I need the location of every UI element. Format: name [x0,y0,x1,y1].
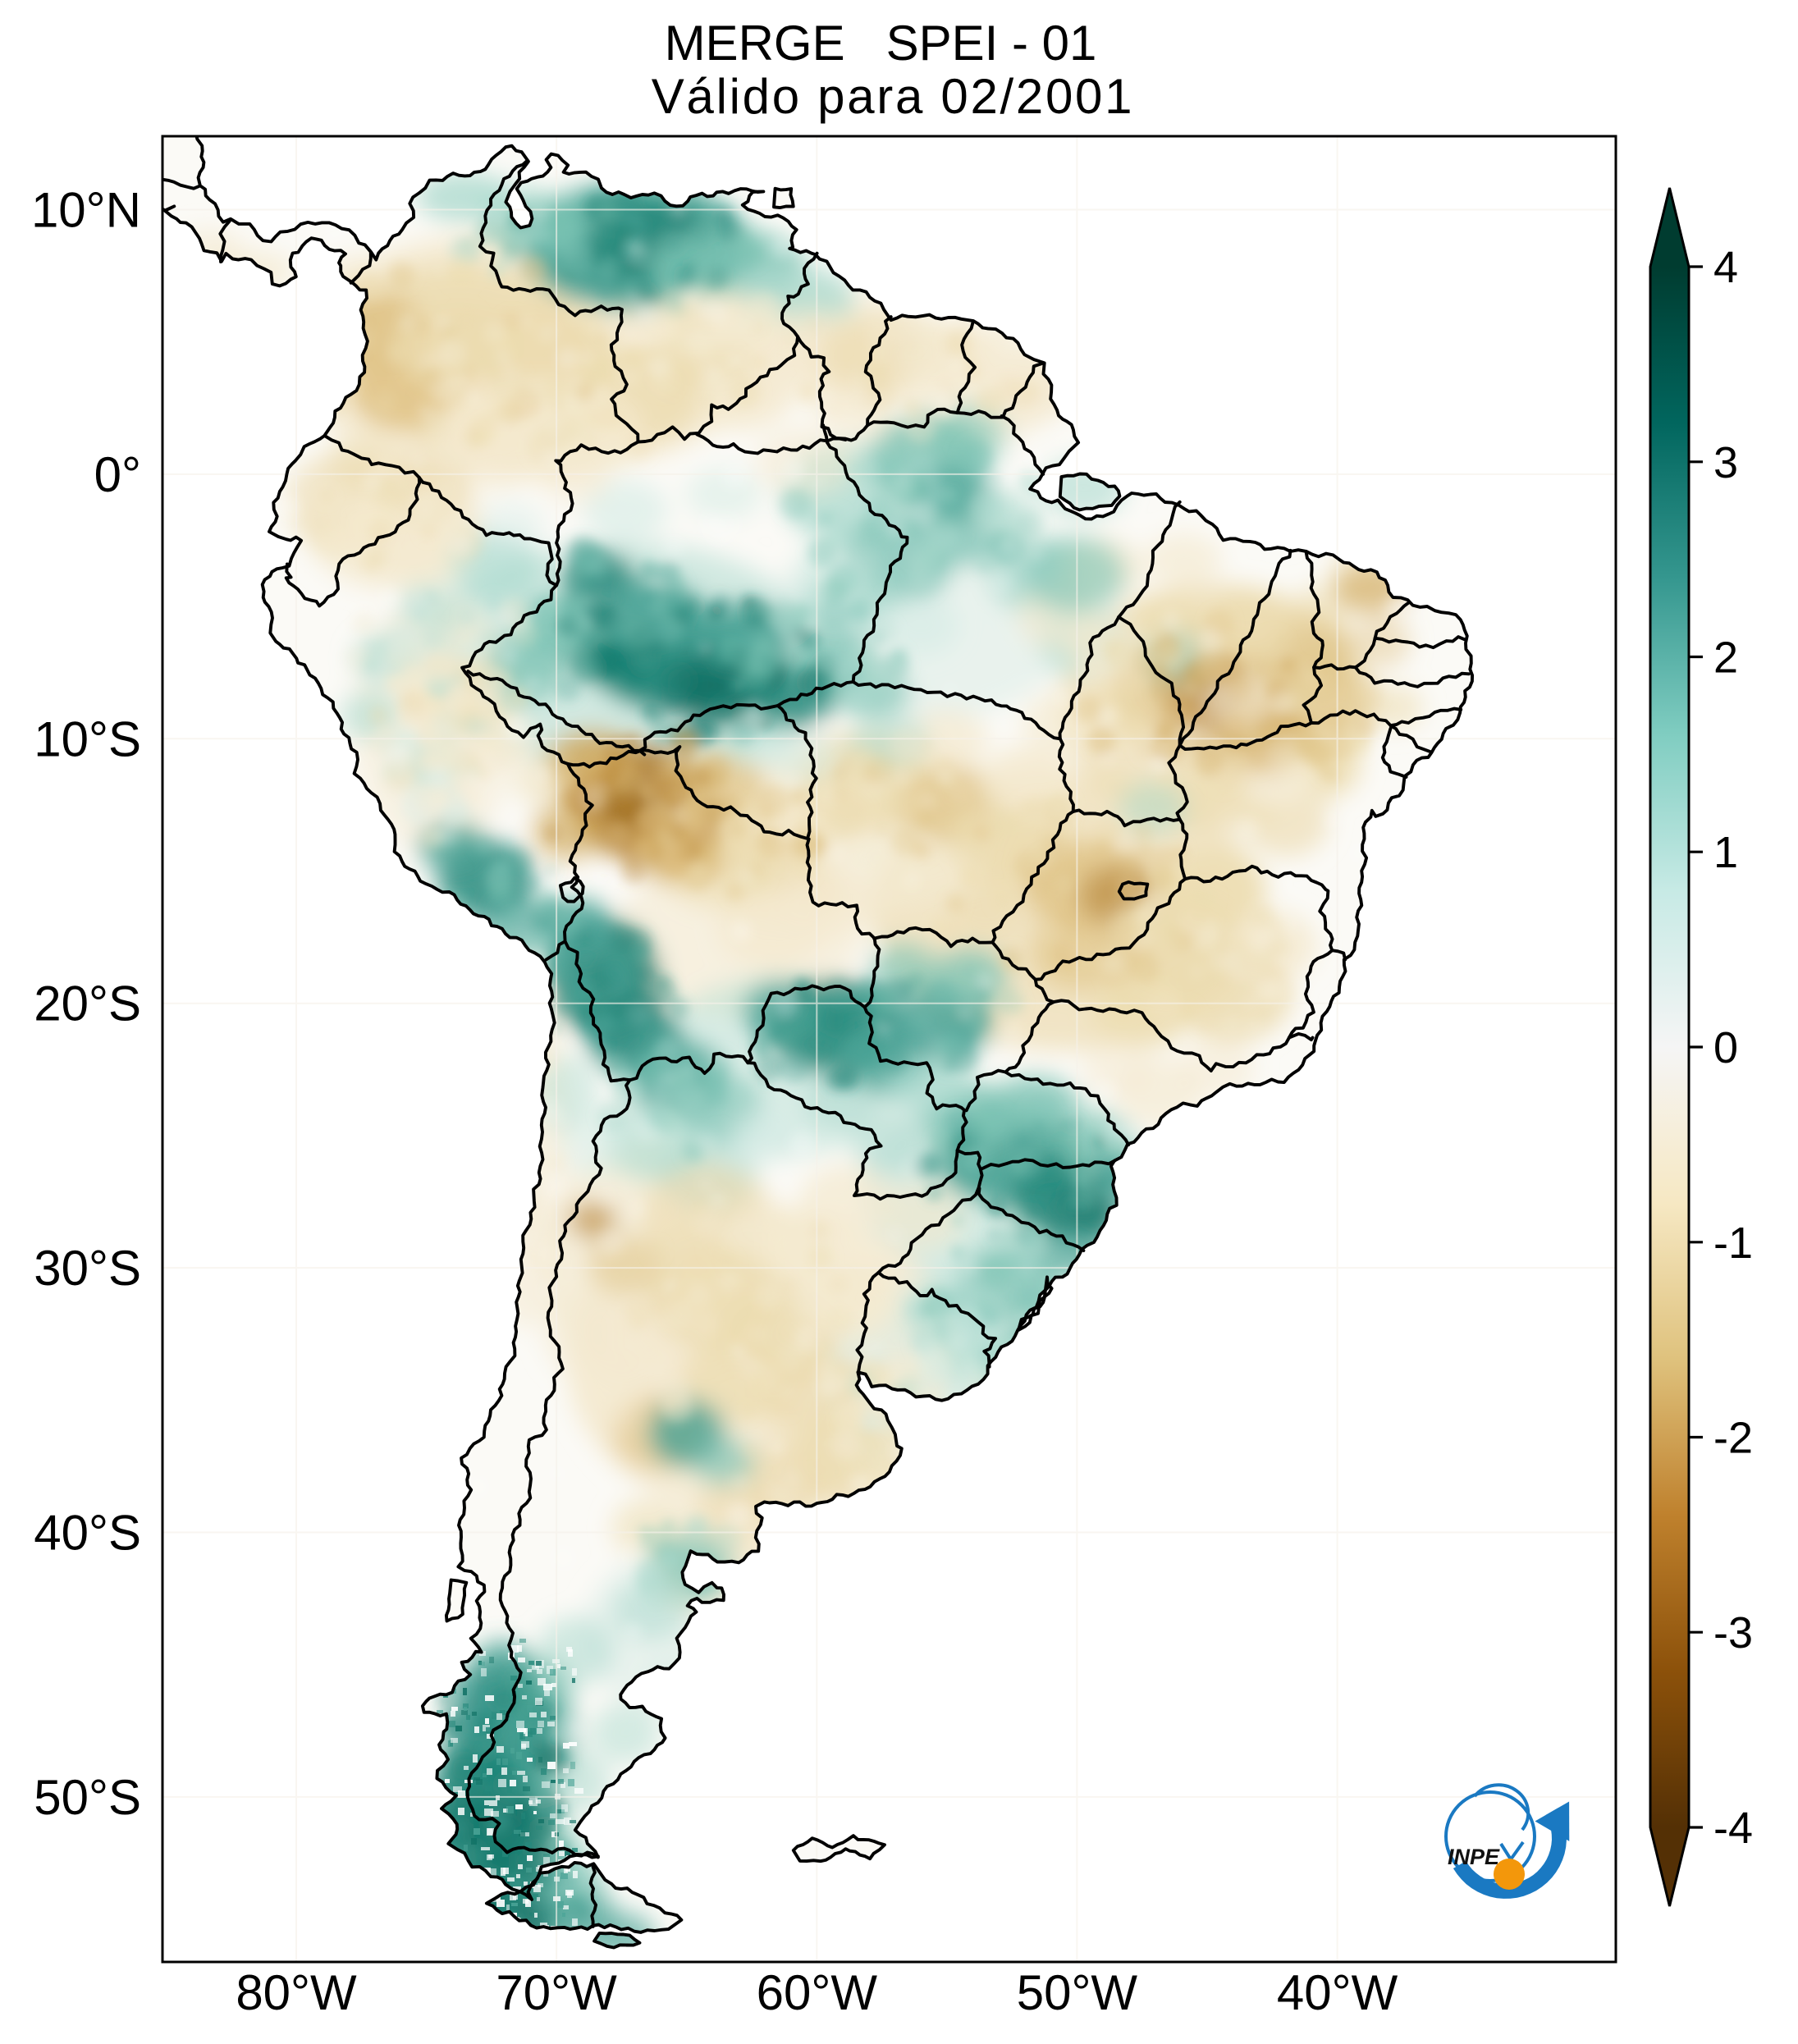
svg-text:20°S: 20°S [34,976,141,1031]
svg-text:30°S: 30°S [34,1241,141,1296]
svg-text:40°S: 40°S [34,1506,141,1561]
svg-text:70°W: 70°W [496,1965,617,2020]
svg-text:-3: -3 [1713,1608,1753,1658]
svg-text:MERGE SPEI - 01: MERGE SPEI - 01 [665,16,1097,71]
svg-text:-4: -4 [1713,1804,1753,1853]
svg-text:INPE: INPE [1448,1845,1500,1869]
svg-text:-1: -1 [1713,1219,1753,1268]
svg-text:10°N: 10°N [31,183,141,238]
svg-text:60°W: 60°W [757,1965,878,2020]
svg-text:0°: 0° [94,447,141,502]
svg-text:3: 3 [1713,438,1738,487]
svg-text:Válido para 02/2001: Válido para 02/2001 [652,69,1134,124]
svg-text:2: 2 [1713,633,1738,683]
svg-text:4: 4 [1713,243,1738,292]
svg-text:50°W: 50°W [1017,1965,1138,2020]
svg-text:0: 0 [1713,1023,1738,1072]
svg-text:-2: -2 [1713,1414,1753,1463]
svg-text:40°W: 40°W [1277,1965,1398,2020]
svg-text:80°W: 80°W [236,1965,357,2020]
svg-text:50°S: 50°S [34,1770,141,1825]
svg-text:1: 1 [1713,828,1738,877]
svg-text:10°S: 10°S [34,711,141,766]
